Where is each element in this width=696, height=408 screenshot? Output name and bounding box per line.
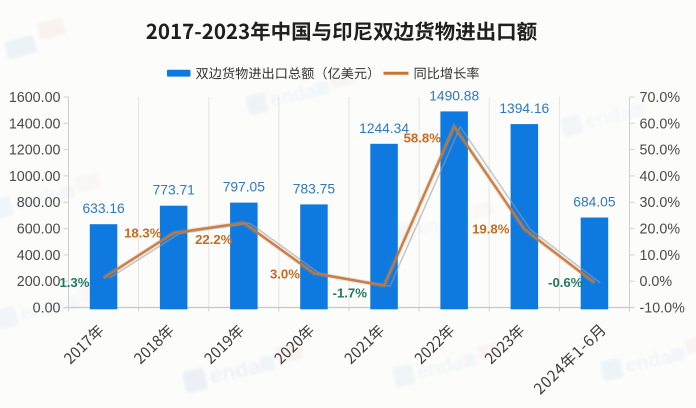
svg-text:800.00: 800.00 [17,195,61,211]
svg-text:-1.7%: -1.7% [333,286,368,301]
svg-text:50.0%: 50.0% [640,143,681,159]
svg-text:1200.00: 1200.00 [9,143,61,159]
svg-text:20.0%: 20.0% [640,222,681,238]
svg-text:1400.00: 1400.00 [9,116,61,132]
svg-text:10.0%: 10.0% [640,248,681,264]
svg-text:enda: enda [623,346,674,377]
svg-text:22.2%: 22.2% [195,232,233,247]
svg-text:enda: enda [207,353,263,388]
svg-text:0.0%: 0.0% [640,274,673,290]
svg-text:400.00: 400.00 [17,248,61,264]
svg-text:58.8%: 58.8% [404,131,442,146]
svg-text:797.05: 797.05 [223,180,266,195]
svg-text:30.0%: 30.0% [640,195,681,211]
svg-text:18.3%: 18.3% [124,226,162,241]
svg-text:40.0%: 40.0% [640,169,681,185]
svg-text:773.71: 773.71 [153,183,195,198]
svg-text:19.8%: 19.8% [472,221,510,236]
svg-text:600.00: 600.00 [17,222,61,238]
svg-text:-10.0%: -10.0% [640,301,686,317]
svg-text:1244.34: 1244.34 [359,121,409,136]
svg-text:783.75: 783.75 [293,181,336,196]
svg-text:1.3%: 1.3% [59,275,89,290]
svg-text:-0.6%: -0.6% [548,275,583,290]
svg-text:200.00: 200.00 [17,274,61,290]
svg-text:1000.00: 1000.00 [9,169,61,185]
svg-text:1490.88: 1490.88 [429,88,479,103]
svg-text:633.16: 633.16 [82,201,125,216]
svg-text:60.0%: 60.0% [640,116,681,132]
svg-text:1394.16: 1394.16 [499,101,549,116]
svg-text:enda: enda [415,352,466,383]
svg-text:1600.00: 1600.00 [9,90,61,106]
svg-text:684.05: 684.05 [573,195,616,210]
svg-text:enda: enda [583,102,634,133]
svg-text:70.0%: 70.0% [640,90,681,106]
svg-text:enda: enda [268,80,319,111]
svg-text:3.0%: 3.0% [270,267,300,282]
svg-text:0.00: 0.00 [33,301,61,317]
